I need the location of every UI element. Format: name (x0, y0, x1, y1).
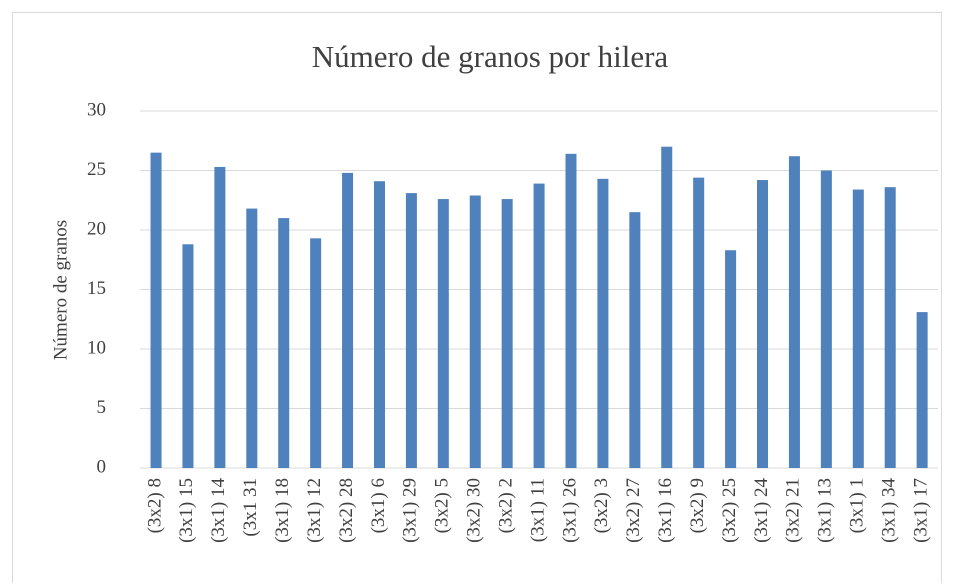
bar (565, 153, 577, 468)
bar (788, 156, 800, 468)
y-tick-label: 0 (97, 456, 107, 477)
y-tick-label: 30 (87, 99, 106, 120)
bar (533, 183, 545, 468)
bar (310, 238, 322, 468)
bar (884, 187, 896, 468)
x-tick-label: (3x1) 14 (208, 478, 229, 543)
x-tick-label: (3x1) 12 (304, 478, 325, 543)
y-tick-label: 10 (87, 337, 106, 358)
x-tick-label: (3x1) 11 (527, 478, 548, 542)
bar (916, 312, 928, 468)
bar (437, 199, 449, 468)
y-tick-label: 25 (87, 159, 106, 180)
y-tick-label: 15 (87, 278, 106, 299)
x-tick-label: (3x1) 1 (847, 478, 868, 533)
bar (629, 212, 641, 468)
bar (214, 166, 226, 468)
bar (597, 178, 609, 468)
x-tick-label: (3x1) 34 (878, 478, 899, 543)
x-tick-label: (3x1) 29 (400, 478, 421, 543)
x-tick-label: (3x1) 13 (815, 478, 836, 543)
bar (661, 146, 673, 468)
x-tick-label: (3x2) 9 (687, 478, 708, 533)
x-tick-label: (3x2) 21 (783, 478, 804, 543)
bar (469, 195, 481, 469)
bar (150, 152, 162, 468)
x-tick-label: (3x1 31 (240, 478, 261, 537)
x-tick-label: (3x2) 30 (464, 478, 485, 543)
x-tick-label: (3x2) 8 (144, 478, 165, 533)
x-tick-label: (3x2) 2 (495, 478, 516, 533)
x-tick-label: (3x2) 28 (336, 478, 357, 543)
bar (852, 189, 864, 469)
y-axis-label: Número de granos (50, 220, 71, 360)
x-tick-label: (3x2) 3 (591, 478, 612, 533)
x-tick-label: (3x1) 26 (559, 478, 580, 543)
x-tick-label: (3x2) 5 (432, 478, 453, 533)
bar (278, 218, 290, 468)
x-tick-label: (3x1) 18 (272, 478, 293, 543)
y-tick-label: 20 (87, 218, 106, 239)
x-tick-label: (3x1) 17 (910, 478, 931, 543)
bar (373, 181, 385, 468)
bar (182, 244, 194, 468)
x-tick-label: (3x2) 25 (719, 478, 740, 543)
x-tick-label: (3x1) 15 (176, 478, 197, 543)
bar (725, 250, 737, 468)
bar (246, 208, 258, 468)
bar (820, 170, 832, 468)
bar (342, 172, 354, 468)
x-tick-label: (3x2) 27 (623, 478, 644, 543)
bar (757, 180, 769, 468)
bar (693, 177, 705, 468)
x-tick-label: (3x1) 16 (655, 478, 676, 543)
bar (501, 199, 513, 468)
x-tick-label: (3x1) 24 (751, 478, 772, 543)
bar (405, 193, 417, 469)
y-tick-label: 5 (97, 397, 107, 418)
x-tick-label: (3x1) 6 (368, 478, 389, 533)
chart-title: Número de granos por hilera (312, 39, 669, 74)
